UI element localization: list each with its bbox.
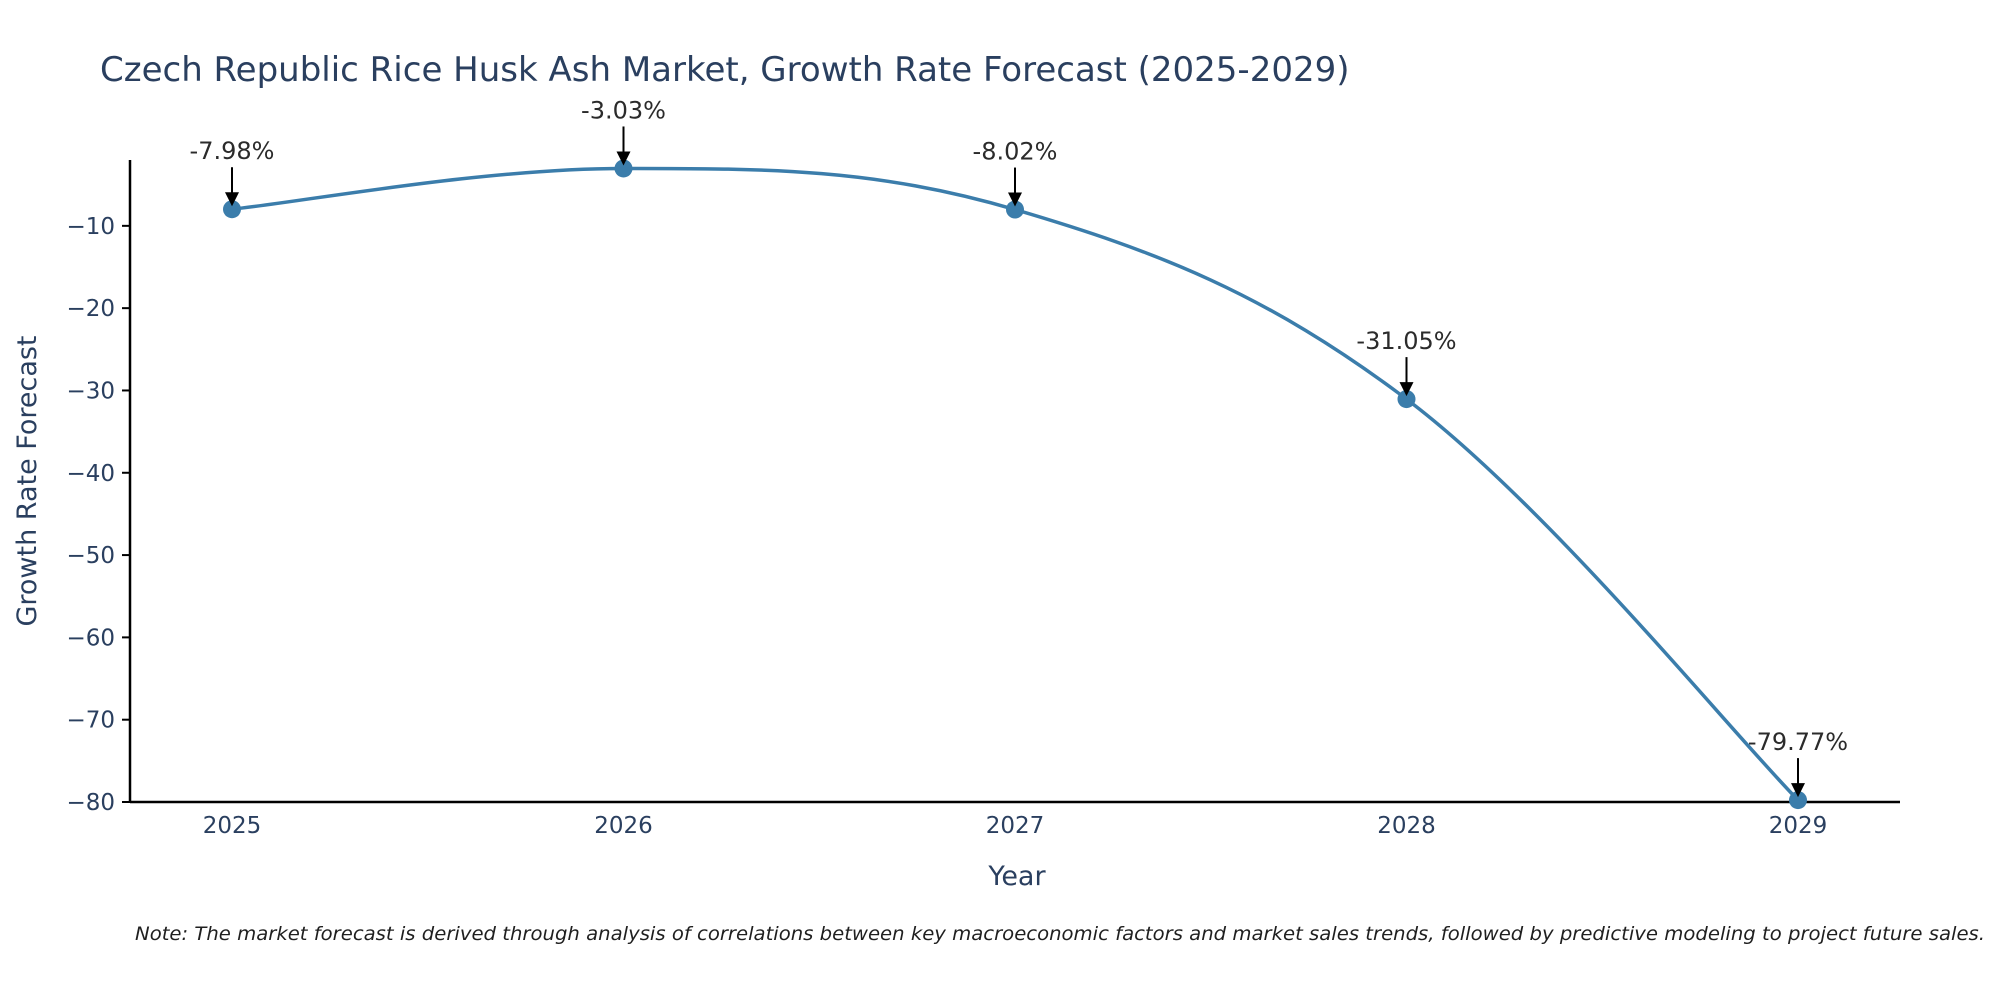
data-point-2028 (1397, 390, 1416, 409)
x-axis-title: Year (987, 861, 1046, 892)
y-tick-label: −50 (66, 543, 115, 569)
y-tick-label: −60 (66, 625, 115, 651)
annotation-group: -7.98% -3.03% -8.02% -31.05% -79.77% (190, 96, 1848, 798)
x-axis-ticks: 2025 2026 2027 2028 2029 (203, 813, 1828, 839)
chart-note: Note: The market forecast is derived thr… (135, 923, 1985, 945)
annotation-label-2027: -8.02% (973, 138, 1058, 166)
data-point-2026 (614, 159, 633, 178)
annotation-arrow-2025 (225, 167, 239, 207)
annotation-label-2028: -31.05% (1356, 327, 1456, 355)
x-tick-label: 2027 (986, 813, 1045, 839)
y-tick-label: −80 (66, 790, 115, 816)
series-line (231, 166, 1800, 802)
y-tick-label: −30 (66, 378, 115, 404)
y-axis-ticks: −10 −20 −30 −40 −50 −60 −70 −80 (66, 214, 130, 816)
y-axis-title: Growth Rate Forecast (12, 335, 43, 626)
data-point-2025 (223, 200, 241, 219)
x-tick-label: 2028 (1377, 813, 1436, 839)
data-point-2027 (1006, 200, 1024, 219)
chart-title: Czech Republic Rice Husk Ash Market, Gro… (100, 50, 1349, 90)
data-point-2029 (1789, 791, 1807, 810)
x-tick-label: 2025 (203, 813, 262, 839)
annotation-arrow-2026 (616, 126, 631, 166)
y-tick-label: −40 (66, 461, 115, 487)
annotation-label-2026: -3.03% (581, 96, 666, 124)
annotation-label-2029: -79.77% (1748, 728, 1848, 756)
x-tick-label: 2029 (1769, 813, 1828, 839)
annotation-label-2025: -7.98% (190, 137, 275, 165)
y-tick-label: −10 (66, 214, 115, 240)
annotation-arrow-2027 (1008, 167, 1022, 207)
y-tick-label: −20 (66, 296, 115, 322)
annotation-arrow-2028 (1399, 357, 1414, 397)
series-group (223, 159, 1807, 810)
y-tick-label: −70 (66, 708, 115, 734)
x-tick-label: 2026 (594, 813, 653, 839)
annotation-arrow-2029 (1791, 758, 1805, 798)
